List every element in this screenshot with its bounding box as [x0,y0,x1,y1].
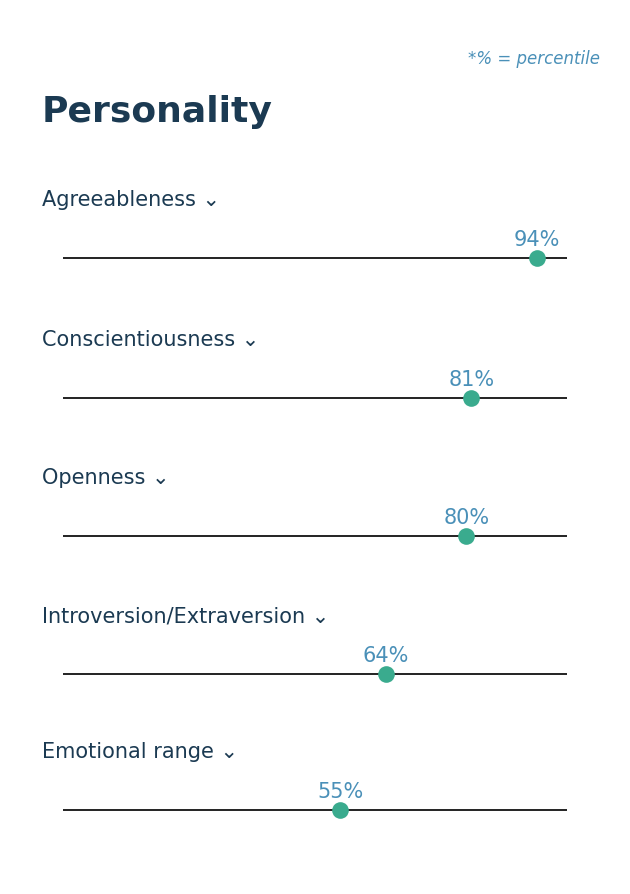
Text: 64%: 64% [362,646,409,666]
Text: Personality: Personality [42,95,273,129]
Text: Openness ⌄: Openness ⌄ [42,468,169,488]
Text: 94%: 94% [513,230,560,250]
Text: 80%: 80% [443,508,490,528]
Text: 55%: 55% [317,782,364,802]
Text: *% = percentile: *% = percentile [468,50,600,68]
Text: 81%: 81% [448,370,495,390]
Text: Agreeableness ⌄: Agreeableness ⌄ [42,190,220,210]
Text: Introversion/Extraversion ⌄: Introversion/Extraversion ⌄ [42,606,329,626]
Text: Emotional range ⌄: Emotional range ⌄ [42,742,238,762]
Text: Conscientiousness ⌄: Conscientiousness ⌄ [42,330,260,350]
